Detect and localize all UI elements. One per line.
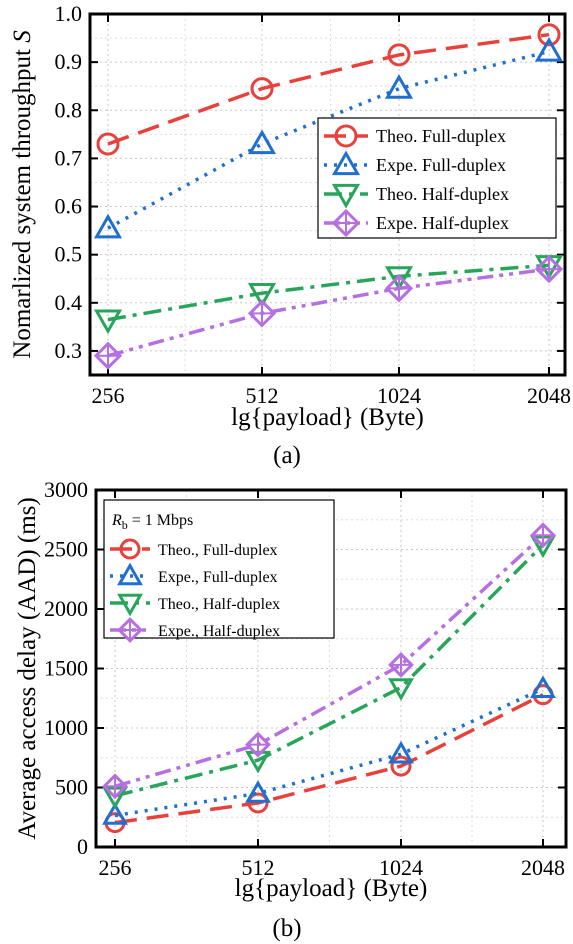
data-point	[247, 299, 277, 328]
legend-marker	[331, 150, 361, 176]
legend-marker	[334, 124, 358, 148]
legend-label: Expe. Full-duplex	[376, 155, 506, 175]
series-1	[93, 37, 564, 239]
series-0	[96, 23, 561, 156]
y-tick-label: 0.9	[55, 49, 83, 74]
legend-title: Rb = 1 Mbps	[111, 512, 193, 532]
data-point	[530, 675, 556, 698]
data-point	[384, 266, 414, 291]
y-tick-label: 0.7	[55, 145, 83, 170]
delay-chart: 0 500 1000 1500 2000 2500 3000 256 512 1024 2048 Rb…	[14, 477, 568, 942]
chart-caption: (a)	[273, 442, 301, 469]
y-tick-label: 0.6	[55, 194, 83, 219]
data-point	[247, 129, 277, 155]
x-tick-label: 256	[92, 383, 125, 408]
plot-frame	[94, 488, 568, 849]
data-point	[93, 213, 123, 239]
y-tick-label: 1.0	[55, 1, 83, 26]
y-tick-label: 3000	[44, 477, 88, 502]
data-point	[102, 773, 128, 800]
legend-marker	[117, 617, 143, 643]
y-tick-label: 1500	[44, 656, 88, 681]
data-point	[93, 341, 123, 370]
series-line	[114, 687, 544, 818]
data-point	[247, 283, 277, 308]
y-tick-label: 2000	[44, 596, 88, 621]
series-line	[114, 533, 545, 788]
series-2	[102, 535, 556, 810]
y-tick-label: 0.8	[55, 97, 83, 122]
series-3	[93, 254, 564, 370]
series-line	[114, 543, 545, 798]
x-tick-label: 2048	[527, 383, 571, 408]
series-0	[104, 684, 554, 834]
legend-label: Expe., Full-duplex	[158, 569, 278, 586]
series-line	[107, 267, 550, 358]
data-point	[537, 23, 561, 47]
data-point	[387, 43, 411, 67]
data-point	[384, 274, 414, 303]
legend-marker	[331, 183, 361, 209]
data-point	[534, 254, 564, 284]
data-point	[102, 802, 128, 825]
legend: Theo. Full-duplex Expe. Full-duplex Theo. …	[317, 117, 557, 239]
x-tick-label: 1024	[377, 383, 421, 408]
series-line	[107, 49, 550, 230]
legend-marker	[117, 562, 143, 586]
legend-label: Theo., Full-duplex	[158, 542, 278, 559]
legend: Rb = 1 Mbps Theo., Full-duplex Expe., Full…	[103, 499, 335, 643]
data-point	[245, 780, 271, 803]
series-2	[93, 255, 564, 335]
legend-marker	[331, 208, 361, 238]
throughput-chart: 0.3 0.4 0.5 0.6 0.7 0.8 0.9 1.0 256 512 1024 2048 Th…	[9, 1, 571, 469]
x-tick-label: 1024	[379, 855, 423, 880]
series-line	[107, 32, 550, 146]
y-tick-label: 1000	[44, 715, 88, 740]
legend-label: Expe. Half-duplex	[376, 213, 509, 233]
y-tick-label: 0.5	[55, 242, 83, 267]
x-tick-label: 256	[99, 855, 132, 880]
series-3	[102, 522, 556, 800]
data-point	[96, 132, 120, 156]
legend-box	[317, 117, 557, 239]
series-1	[102, 675, 556, 825]
y-axis-label: Nomarlized system throughput S	[9, 30, 36, 359]
data-point	[384, 74, 414, 99]
x-tick-label: 2048	[521, 855, 565, 880]
data-point	[93, 309, 123, 335]
legend-label: Expe., Half-duplex	[158, 623, 280, 640]
data-point	[388, 652, 414, 678]
data-point	[388, 740, 414, 764]
x-axis-label: lg{payload} (Byte)	[235, 875, 428, 902]
y-axis-label: Average access delay (AAD) (ms)	[14, 497, 41, 839]
legend-label: Theo. Half-duplex	[376, 184, 509, 204]
plot-frame	[88, 12, 567, 377]
legend-marker	[119, 538, 141, 560]
x-tick-label: 512	[246, 383, 279, 408]
data-point	[245, 731, 271, 758]
x-tick-label: 512	[242, 855, 275, 880]
data-point	[390, 755, 412, 777]
y-tick-label: 0	[77, 834, 88, 859]
legend-marker	[117, 593, 143, 617]
legend-box	[103, 499, 335, 639]
data-point	[534, 37, 564, 62]
legend-label: Theo. Full-duplex	[376, 126, 506, 146]
chart-caption: (b)	[272, 915, 301, 942]
series-line	[114, 693, 544, 825]
data-point	[530, 522, 556, 549]
x-axis-label: lg{payload} (Byte)	[231, 404, 424, 431]
y-tick-label: 2500	[44, 537, 88, 562]
data-point	[250, 77, 274, 101]
data-point	[388, 678, 414, 701]
data-point	[247, 792, 269, 814]
y-tick-label: 0.4	[55, 290, 83, 315]
series-line	[107, 263, 550, 322]
y-tick-label: 0.3	[55, 338, 83, 363]
legend-label: Theo., Half-duplex	[158, 596, 280, 613]
y-tick-label: 500	[55, 775, 88, 800]
